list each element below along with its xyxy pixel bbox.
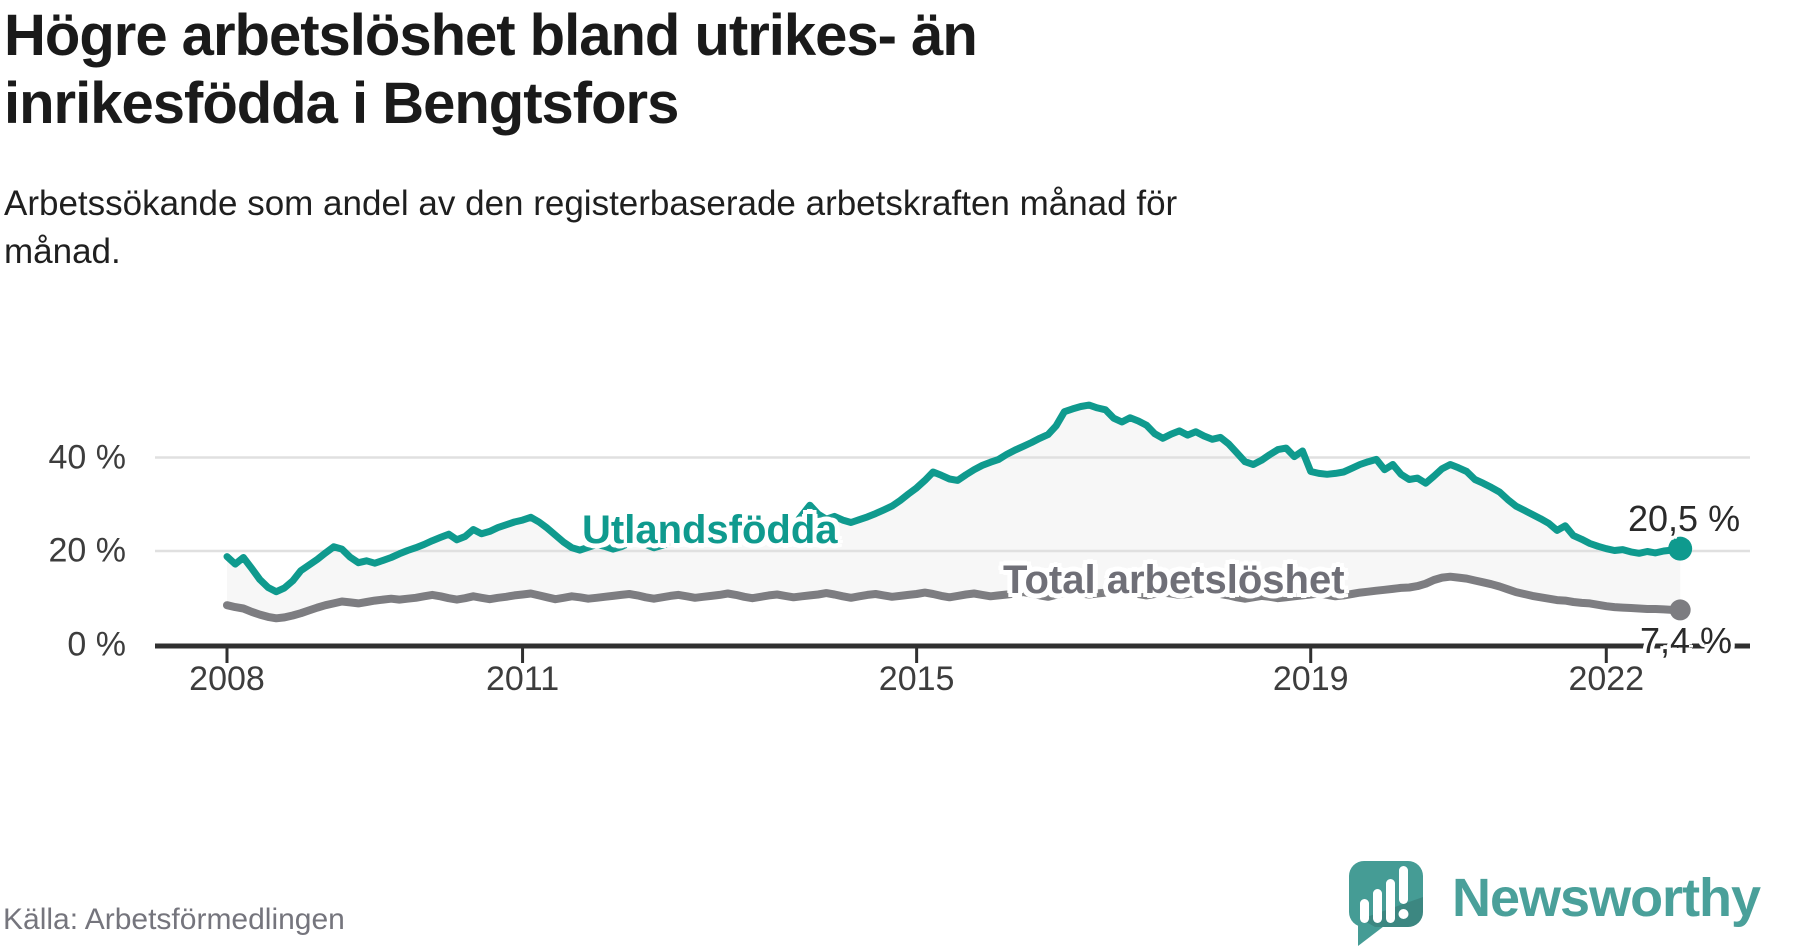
logo-exclamation-dot xyxy=(1398,909,1409,919)
y-tick-label: 0 % xyxy=(67,625,126,663)
logo-exclamation-bar xyxy=(1399,866,1408,904)
chart-subtitle: Arbetssökande som andel av den registerb… xyxy=(4,180,1474,276)
source-caption: Källa: Arbetsförmedlingen xyxy=(3,903,345,936)
series-label-total-arbetsloshet: Total arbetslöshet xyxy=(1003,558,1345,602)
end-value-utlandsfodda: 20,5 % xyxy=(1628,498,1741,539)
series-end-dot-1 xyxy=(1669,599,1691,621)
newsworthy-logo: Newsworthy xyxy=(1349,855,1761,948)
end-value-total-arbetsloshet: 7,4 % xyxy=(1640,620,1733,661)
series-line-1 xyxy=(223,572,1685,623)
series-label-utlandsfodda: Utlandsfödda xyxy=(582,508,838,552)
x-tick-label: 2015 xyxy=(878,660,955,698)
x-tick-label: 2022 xyxy=(1568,660,1645,698)
page-title: Högre arbetslöshet bland utrikes- än inri… xyxy=(4,2,1294,138)
y-tick-label: 40 % xyxy=(48,438,127,476)
area-between-series xyxy=(227,405,1681,619)
logo-bar-1 xyxy=(1360,899,1369,923)
title-line-2: inrikesfödda i Bengtsfors xyxy=(4,71,679,136)
series-line-0 xyxy=(223,401,1684,596)
subtitle-line-2: månad. xyxy=(4,232,121,271)
x-tick-label: 2008 xyxy=(189,660,265,698)
logo-bar-2 xyxy=(1373,889,1382,923)
title-line-1: Högre arbetslöshet bland utrikes- än xyxy=(4,3,978,68)
newsworthy-logo-text: Newsworthy xyxy=(1452,868,1761,928)
x-tick-label: 2019 xyxy=(1272,660,1349,698)
subtitle-line-1: Arbetssökande som andel av den registerb… xyxy=(4,184,1178,223)
newsworthy-logo-icon xyxy=(1349,861,1423,946)
y-tick-label: 20 % xyxy=(48,531,127,570)
x-tick-label: 2011 xyxy=(485,660,560,698)
series-end-dot-0 xyxy=(1668,536,1693,561)
logo-bar-3 xyxy=(1386,879,1395,923)
